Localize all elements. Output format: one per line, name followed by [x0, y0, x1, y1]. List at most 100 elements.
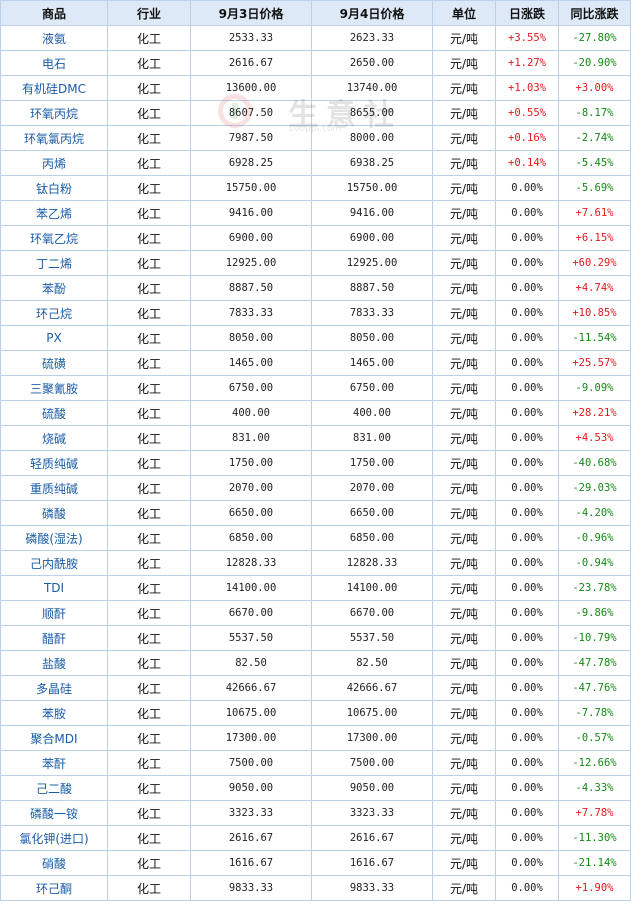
product-name-link[interactable]: 环氧丙烷 [0, 100, 108, 126]
product-name-link[interactable]: 磷酸(湿法) [0, 525, 108, 551]
product-name-link[interactable]: 硫磺 [0, 350, 108, 376]
product-name-link[interactable]: 盐酸 [0, 650, 108, 676]
price-sep4-cell: 12925.00 [311, 250, 433, 276]
product-name-link[interactable]: TDI [0, 575, 108, 601]
price-sep3-cell: 400.00 [190, 400, 312, 426]
product-name-link[interactable]: 顺酐 [0, 600, 108, 626]
product-name-link[interactable]: 烧碱 [0, 425, 108, 451]
unit-cell: 元/吨 [432, 825, 496, 851]
price-sep4-cell: 5537.50 [311, 625, 433, 651]
daily-change-cell: 0.00% [495, 200, 559, 226]
price-sep4-cell: 8000.00 [311, 125, 433, 151]
price-sep3-cell: 6650.00 [190, 500, 312, 526]
table-row: PX 化工 8050.00 8050.00 元/吨 0.00% -11.54% [0, 325, 631, 351]
industry-cell: 化工 [107, 750, 191, 776]
industry-cell: 化工 [107, 400, 191, 426]
product-name-link[interactable]: 苯乙烯 [0, 200, 108, 226]
industry-cell: 化工 [107, 350, 191, 376]
price-sep3-cell: 12828.33 [190, 550, 312, 576]
price-sep3-cell: 1750.00 [190, 450, 312, 476]
product-name-link[interactable]: 磷酸 [0, 500, 108, 526]
header-daily-change: 日涨跌 [495, 0, 559, 26]
product-name-link[interactable]: 丙烯 [0, 150, 108, 176]
yoy-change-cell: -5.69% [558, 175, 631, 201]
price-sep4-cell: 6850.00 [311, 525, 433, 551]
price-sep4-cell: 10675.00 [311, 700, 433, 726]
product-name-link[interactable]: 苯胺 [0, 700, 108, 726]
daily-change-cell: 0.00% [495, 650, 559, 676]
price-sep3-cell: 6928.25 [190, 150, 312, 176]
product-name-link[interactable]: 液氨 [0, 25, 108, 51]
price-sep4-cell: 1465.00 [311, 350, 433, 376]
product-name-link[interactable]: 硝酸 [0, 850, 108, 876]
industry-cell: 化工 [107, 200, 191, 226]
unit-cell: 元/吨 [432, 575, 496, 601]
table-row: 氯化钾(进口) 化工 2616.67 2616.67 元/吨 0.00% -11.30% [0, 825, 631, 851]
industry-cell: 化工 [107, 825, 191, 851]
product-name-link[interactable]: 磷酸一铵 [0, 800, 108, 826]
table-row: 丙烯 化工 6928.25 6938.25 元/吨 +0.14% -5.45% [0, 150, 631, 176]
product-name-link[interactable]: 电石 [0, 50, 108, 76]
product-name-link[interactable]: 轻质纯碱 [0, 450, 108, 476]
unit-cell: 元/吨 [432, 850, 496, 876]
product-name-link[interactable]: 环己烷 [0, 300, 108, 326]
daily-change-cell: 0.00% [495, 400, 559, 426]
yoy-change-cell: -4.20% [558, 500, 631, 526]
price-sep3-cell: 14100.00 [190, 575, 312, 601]
table-row: 苯乙烯 化工 9416.00 9416.00 元/吨 0.00% +7.61% [0, 200, 631, 226]
industry-cell: 化工 [107, 100, 191, 126]
price-sep3-cell: 42666.67 [190, 675, 312, 701]
price-sep4-cell: 6900.00 [311, 225, 433, 251]
product-name-link[interactable]: 环己酮 [0, 875, 108, 901]
daily-change-cell: 0.00% [495, 775, 559, 801]
product-name-link[interactable]: 丁二烯 [0, 250, 108, 276]
price-sep4-cell: 1750.00 [311, 450, 433, 476]
product-name-link[interactable]: 环氧乙烷 [0, 225, 108, 251]
yoy-change-cell: -27.80% [558, 25, 631, 51]
yoy-change-cell: +7.61% [558, 200, 631, 226]
product-name-link[interactable]: 苯酐 [0, 750, 108, 776]
table-row: 醋酐 化工 5537.50 5537.50 元/吨 0.00% -10.79% [0, 625, 631, 651]
product-name-link[interactable]: 苯酚 [0, 275, 108, 301]
price-sep4-cell: 82.50 [311, 650, 433, 676]
daily-change-cell: +0.55% [495, 100, 559, 126]
table-row: 硫磺 化工 1465.00 1465.00 元/吨 0.00% +25.57% [0, 350, 631, 376]
product-name-link[interactable]: 钛白粉 [0, 175, 108, 201]
price-sep4-cell: 12828.33 [311, 550, 433, 576]
product-name-link[interactable]: 硫酸 [0, 400, 108, 426]
price-sep4-cell: 9416.00 [311, 200, 433, 226]
price-sep3-cell: 1616.67 [190, 850, 312, 876]
product-name-link[interactable]: 氯化钾(进口) [0, 825, 108, 851]
price-sep4-cell: 8050.00 [311, 325, 433, 351]
unit-cell: 元/吨 [432, 450, 496, 476]
yoy-change-cell: +6.15% [558, 225, 631, 251]
table-row: 磷酸一铵 化工 3323.33 3323.33 元/吨 0.00% +7.78% [0, 800, 631, 826]
product-name-link[interactable]: 己二酸 [0, 775, 108, 801]
daily-change-cell: 0.00% [495, 600, 559, 626]
price-sep3-cell: 17300.00 [190, 725, 312, 751]
price-sep4-cell: 17300.00 [311, 725, 433, 751]
product-name-link[interactable]: 三聚氰胺 [0, 375, 108, 401]
product-name-link[interactable]: 环氧氯丙烷 [0, 125, 108, 151]
unit-cell: 元/吨 [432, 675, 496, 701]
header-industry: 行业 [107, 0, 191, 26]
product-name-link[interactable]: 多晶硅 [0, 675, 108, 701]
price-sep3-cell: 8607.50 [190, 100, 312, 126]
price-sep4-cell: 15750.00 [311, 175, 433, 201]
table-row: 环氧丙烷 化工 8607.50 8655.00 元/吨 +0.55% -8.17% [0, 100, 631, 126]
yoy-change-cell: -9.86% [558, 600, 631, 626]
daily-change-cell: 0.00% [495, 725, 559, 751]
yoy-change-cell: -47.78% [558, 650, 631, 676]
yoy-change-cell: -47.76% [558, 675, 631, 701]
daily-change-cell: +3.55% [495, 25, 559, 51]
product-name-link[interactable]: 有机硅DMC [0, 75, 108, 101]
product-name-link[interactable]: 醋酐 [0, 625, 108, 651]
header-unit: 单位 [432, 0, 496, 26]
product-name-link[interactable]: 聚合MDI [0, 725, 108, 751]
price-sep3-cell: 2616.67 [190, 50, 312, 76]
industry-cell: 化工 [107, 650, 191, 676]
product-name-link[interactable]: 重质纯碱 [0, 475, 108, 501]
product-name-link[interactable]: PX [0, 325, 108, 351]
product-name-link[interactable]: 己内酰胺 [0, 550, 108, 576]
